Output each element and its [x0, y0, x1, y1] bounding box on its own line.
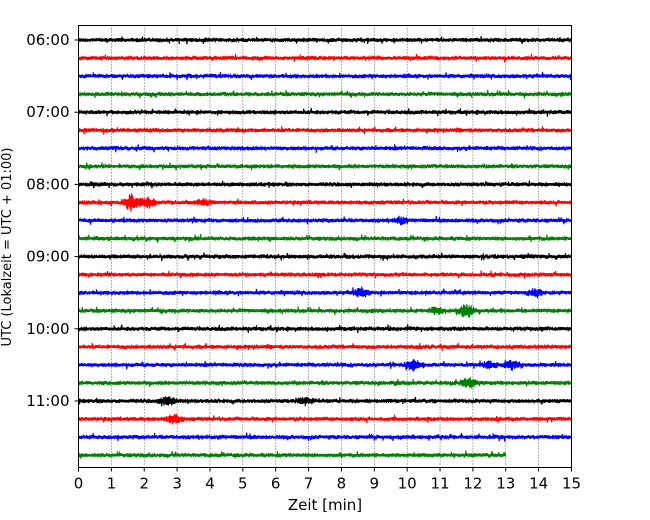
trace-0915	[77, 270, 573, 279]
y-axis: 06:00 07:00 08:00 09:00 10:00 11:00	[26, 31, 79, 410]
trace-1045	[77, 376, 573, 389]
x-tick-label: 1	[107, 475, 117, 493]
x-tick-label: 7	[304, 475, 314, 493]
trace-1115	[77, 413, 573, 425]
y-axis-label: UTC (Lokalzeit = UTC + 01:00)	[0, 148, 15, 347]
x-tick-label: 0	[74, 475, 84, 493]
x-tick-label: 9	[370, 475, 380, 493]
y-tick-label: 06:00	[26, 31, 69, 49]
trace-1015	[77, 342, 573, 351]
trace-1100	[77, 396, 573, 407]
x-axis-label: Zeit [min]	[288, 496, 362, 514]
trace-layer	[77, 35, 573, 459]
trace-0800	[77, 180, 573, 189]
trace-0645	[77, 89, 573, 99]
trace-0830	[77, 215, 573, 226]
x-tick-label: 3	[172, 475, 182, 493]
x-tick-label: 14	[529, 475, 548, 493]
plot-frame	[78, 25, 572, 468]
y-tick-label: 10:00	[26, 320, 69, 338]
trace-0845	[77, 234, 573, 243]
x-axis: 0 1 2 3 4 5 6 7 8 9 10 11 12 13 14 15	[74, 467, 581, 493]
x-tick-label: 8	[337, 475, 347, 493]
trace-1030	[77, 359, 573, 372]
trace-0900	[77, 252, 573, 262]
trace-0615	[77, 53, 573, 63]
trace-1145	[77, 450, 507, 459]
x-tick-label: 5	[238, 475, 248, 493]
x-tick-label: 6	[271, 475, 281, 493]
trace-1000	[77, 324, 573, 334]
x-tick-label: 2	[139, 475, 149, 493]
y-tick-label: 08:00	[26, 175, 69, 193]
trace-0930	[77, 286, 573, 299]
x-tick-label: 15	[562, 475, 581, 493]
trace-0815	[77, 193, 573, 212]
trace-0945	[77, 303, 573, 318]
trace-0630	[77, 71, 573, 81]
y-tick-label: 09:00	[26, 248, 69, 266]
x-tick-label: 13	[496, 475, 515, 493]
trace-0700	[77, 107, 573, 117]
trace-1130	[77, 432, 573, 442]
x-tick-label: 11	[430, 475, 449, 493]
x-tick-label: 4	[205, 475, 215, 493]
x-tick-label: 12	[463, 475, 482, 493]
trace-0715	[77, 126, 573, 135]
y-tick-label: 11:00	[26, 392, 69, 410]
x-tick-label: 10	[398, 475, 417, 493]
trace-0600	[77, 35, 573, 45]
trace-0745	[77, 162, 573, 171]
y-tick-label: 07:00	[26, 103, 69, 121]
trace-0730	[77, 144, 573, 153]
